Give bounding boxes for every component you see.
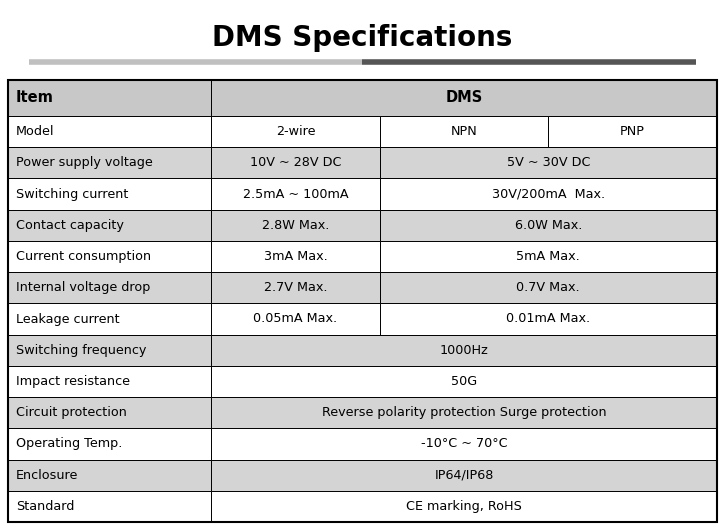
Bar [548,116,717,147]
Text: IP64/IP68: IP64/IP68 [434,469,494,482]
Bar [8,491,212,522]
Text: Operating Temp.: Operating Temp. [16,437,123,450]
Bar [8,272,212,303]
Bar [212,241,379,272]
Bar [379,241,717,272]
Bar [8,428,212,460]
Text: 10V ~ 28V DC: 10V ~ 28V DC [249,156,341,170]
Text: Power supply voltage: Power supply voltage [16,156,153,170]
Text: 2-wire: 2-wire [276,125,315,138]
Text: 2.5mA ~ 100mA: 2.5mA ~ 100mA [243,188,348,200]
Text: CE marking, RoHS: CE marking, RoHS [406,500,522,513]
Text: Item: Item [16,91,54,105]
Text: 2.8W Max.: 2.8W Max. [262,219,329,232]
Bar [212,428,717,460]
Text: 5V ~ 30V DC: 5V ~ 30V DC [507,156,590,170]
Text: 2.7V Max.: 2.7V Max. [264,281,327,294]
Text: DMS Specifications: DMS Specifications [212,24,513,52]
Bar [8,366,212,397]
Text: Enclosure: Enclosure [16,469,78,482]
Text: DMS: DMS [446,91,483,105]
Bar [8,116,212,147]
Bar [212,397,717,428]
Bar [212,366,717,397]
Bar [8,241,212,272]
Bar [212,460,717,491]
Text: 6.0W Max.: 6.0W Max. [515,219,582,232]
Text: 1000Hz: 1000Hz [440,344,489,357]
Text: PNP: PNP [620,125,645,138]
Text: Circuit protection: Circuit protection [16,406,127,419]
Bar [8,80,212,116]
Text: Impact resistance: Impact resistance [16,375,130,388]
Bar [379,116,548,147]
Text: 0.05mA Max.: 0.05mA Max. [254,313,338,325]
Text: 0.7V Max.: 0.7V Max. [516,281,580,294]
Bar [8,179,212,210]
Bar [212,179,379,210]
Text: Current consumption: Current consumption [16,250,151,263]
Bar [8,147,212,179]
Text: 3mA Max.: 3mA Max. [264,250,328,263]
Text: Reverse polarity protection Surge protection: Reverse polarity protection Surge protec… [322,406,607,419]
Bar [8,210,212,241]
Text: NPN: NPN [450,125,477,138]
Bar [379,210,717,241]
Bar [212,116,379,147]
Text: Internal voltage drop: Internal voltage drop [16,281,150,294]
Text: Leakage current: Leakage current [16,313,120,325]
Text: Contact capacity: Contact capacity [16,219,124,232]
Bar [212,303,379,334]
Text: Standard: Standard [16,500,75,513]
Text: Model: Model [16,125,54,138]
Text: Switching frequency: Switching frequency [16,344,146,357]
Text: 30V/200mA  Max.: 30V/200mA Max. [492,188,605,200]
Bar [379,147,717,179]
Bar [212,210,379,241]
Bar [379,272,717,303]
Bar [212,334,717,366]
Bar [8,303,212,334]
Bar [212,491,717,522]
Text: -10°C ~ 70°C: -10°C ~ 70°C [421,437,507,450]
Text: 0.01mA Max.: 0.01mA Max. [506,313,590,325]
Bar [212,147,379,179]
Bar [8,460,212,491]
Bar [212,272,379,303]
Text: 5mA Max.: 5mA Max. [516,250,580,263]
Bar [379,179,717,210]
Text: Switching current: Switching current [16,188,128,200]
Bar [379,303,717,334]
Bar [8,80,717,522]
Bar [8,397,212,428]
Text: 50G: 50G [451,375,477,388]
Bar [212,80,717,116]
Bar [8,334,212,366]
